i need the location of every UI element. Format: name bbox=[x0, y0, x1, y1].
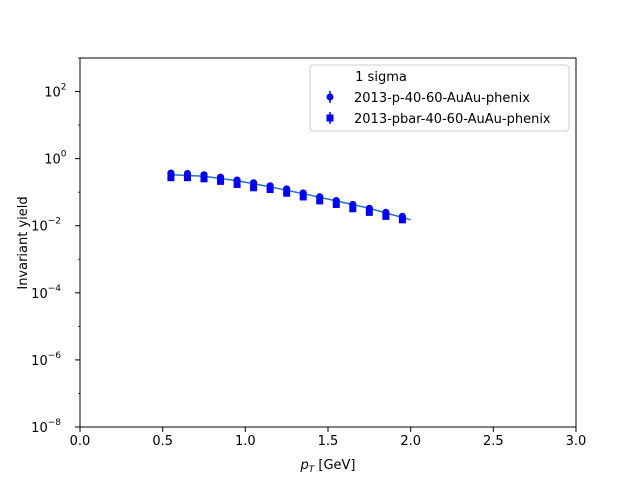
x-tick-label: 0.0 bbox=[70, 434, 91, 449]
series-pbar bbox=[167, 174, 406, 224]
data-point-pbar bbox=[365, 208, 373, 216]
data-point-pbar bbox=[250, 184, 258, 192]
legend-marker-square bbox=[326, 114, 334, 122]
legend-title: 1 sigma bbox=[355, 70, 407, 85]
data-point-pbar bbox=[266, 186, 274, 194]
x-axis-label: pT [GeV] bbox=[299, 458, 355, 475]
y-tick-label: 10−8 bbox=[31, 418, 61, 436]
x-tick-label: 0.5 bbox=[152, 434, 173, 449]
legend: 1 sigma 2013-p-40-60-AuAu-phenix 2013-pb… bbox=[309, 64, 570, 132]
data-point-pbar bbox=[332, 200, 340, 208]
data-point-pbar bbox=[217, 177, 225, 185]
y-axis: 10−8 10−6 10−4 10−2 100 102 bbox=[31, 57, 80, 436]
data-point-pbar bbox=[233, 180, 241, 188]
data-point-pbar bbox=[316, 197, 324, 205]
y-tick-label: 100 bbox=[44, 150, 67, 168]
data-point-pbar bbox=[200, 175, 208, 183]
data-point-pbar bbox=[349, 205, 357, 213]
data-point-pbar bbox=[398, 216, 406, 224]
data-point-pbar bbox=[183, 174, 191, 182]
legend-box bbox=[309, 64, 570, 132]
x-axis: 0.0 0.5 1.0 1.5 2.0 2.5 3.0 bbox=[70, 427, 587, 449]
data-point-pbar bbox=[299, 193, 307, 201]
x-tick-label: 2.0 bbox=[400, 434, 421, 449]
y-tick-label: 10−4 bbox=[31, 284, 61, 302]
x-tick-label: 3.0 bbox=[566, 434, 587, 449]
x-tick-label: 1.0 bbox=[235, 434, 256, 449]
y-tick-label: 10−2 bbox=[31, 217, 61, 235]
x-tick-label: 2.5 bbox=[483, 434, 504, 449]
y-tick-label: 10−6 bbox=[31, 351, 61, 369]
y-tick-label: 102 bbox=[44, 83, 66, 101]
data-point-pbar bbox=[167, 174, 175, 182]
plot-area bbox=[167, 169, 411, 224]
data-point-pbar bbox=[382, 212, 390, 220]
legend-entry-pbar: 2013-pbar-40-60-AuAu-phenix bbox=[326, 112, 551, 127]
legend-entry-p: 2013-p-40-60-AuAu-phenix bbox=[326, 91, 530, 106]
legend-marker-circle bbox=[326, 93, 334, 101]
data-point-pbar bbox=[283, 189, 291, 197]
y-axis-label: Invariant yield bbox=[16, 196, 31, 289]
legend-label-p: 2013-p-40-60-AuAu-phenix bbox=[354, 91, 530, 106]
x-tick-label: 1.5 bbox=[318, 434, 339, 449]
legend-label-pbar: 2013-pbar-40-60-AuAu-phenix bbox=[354, 112, 551, 127]
